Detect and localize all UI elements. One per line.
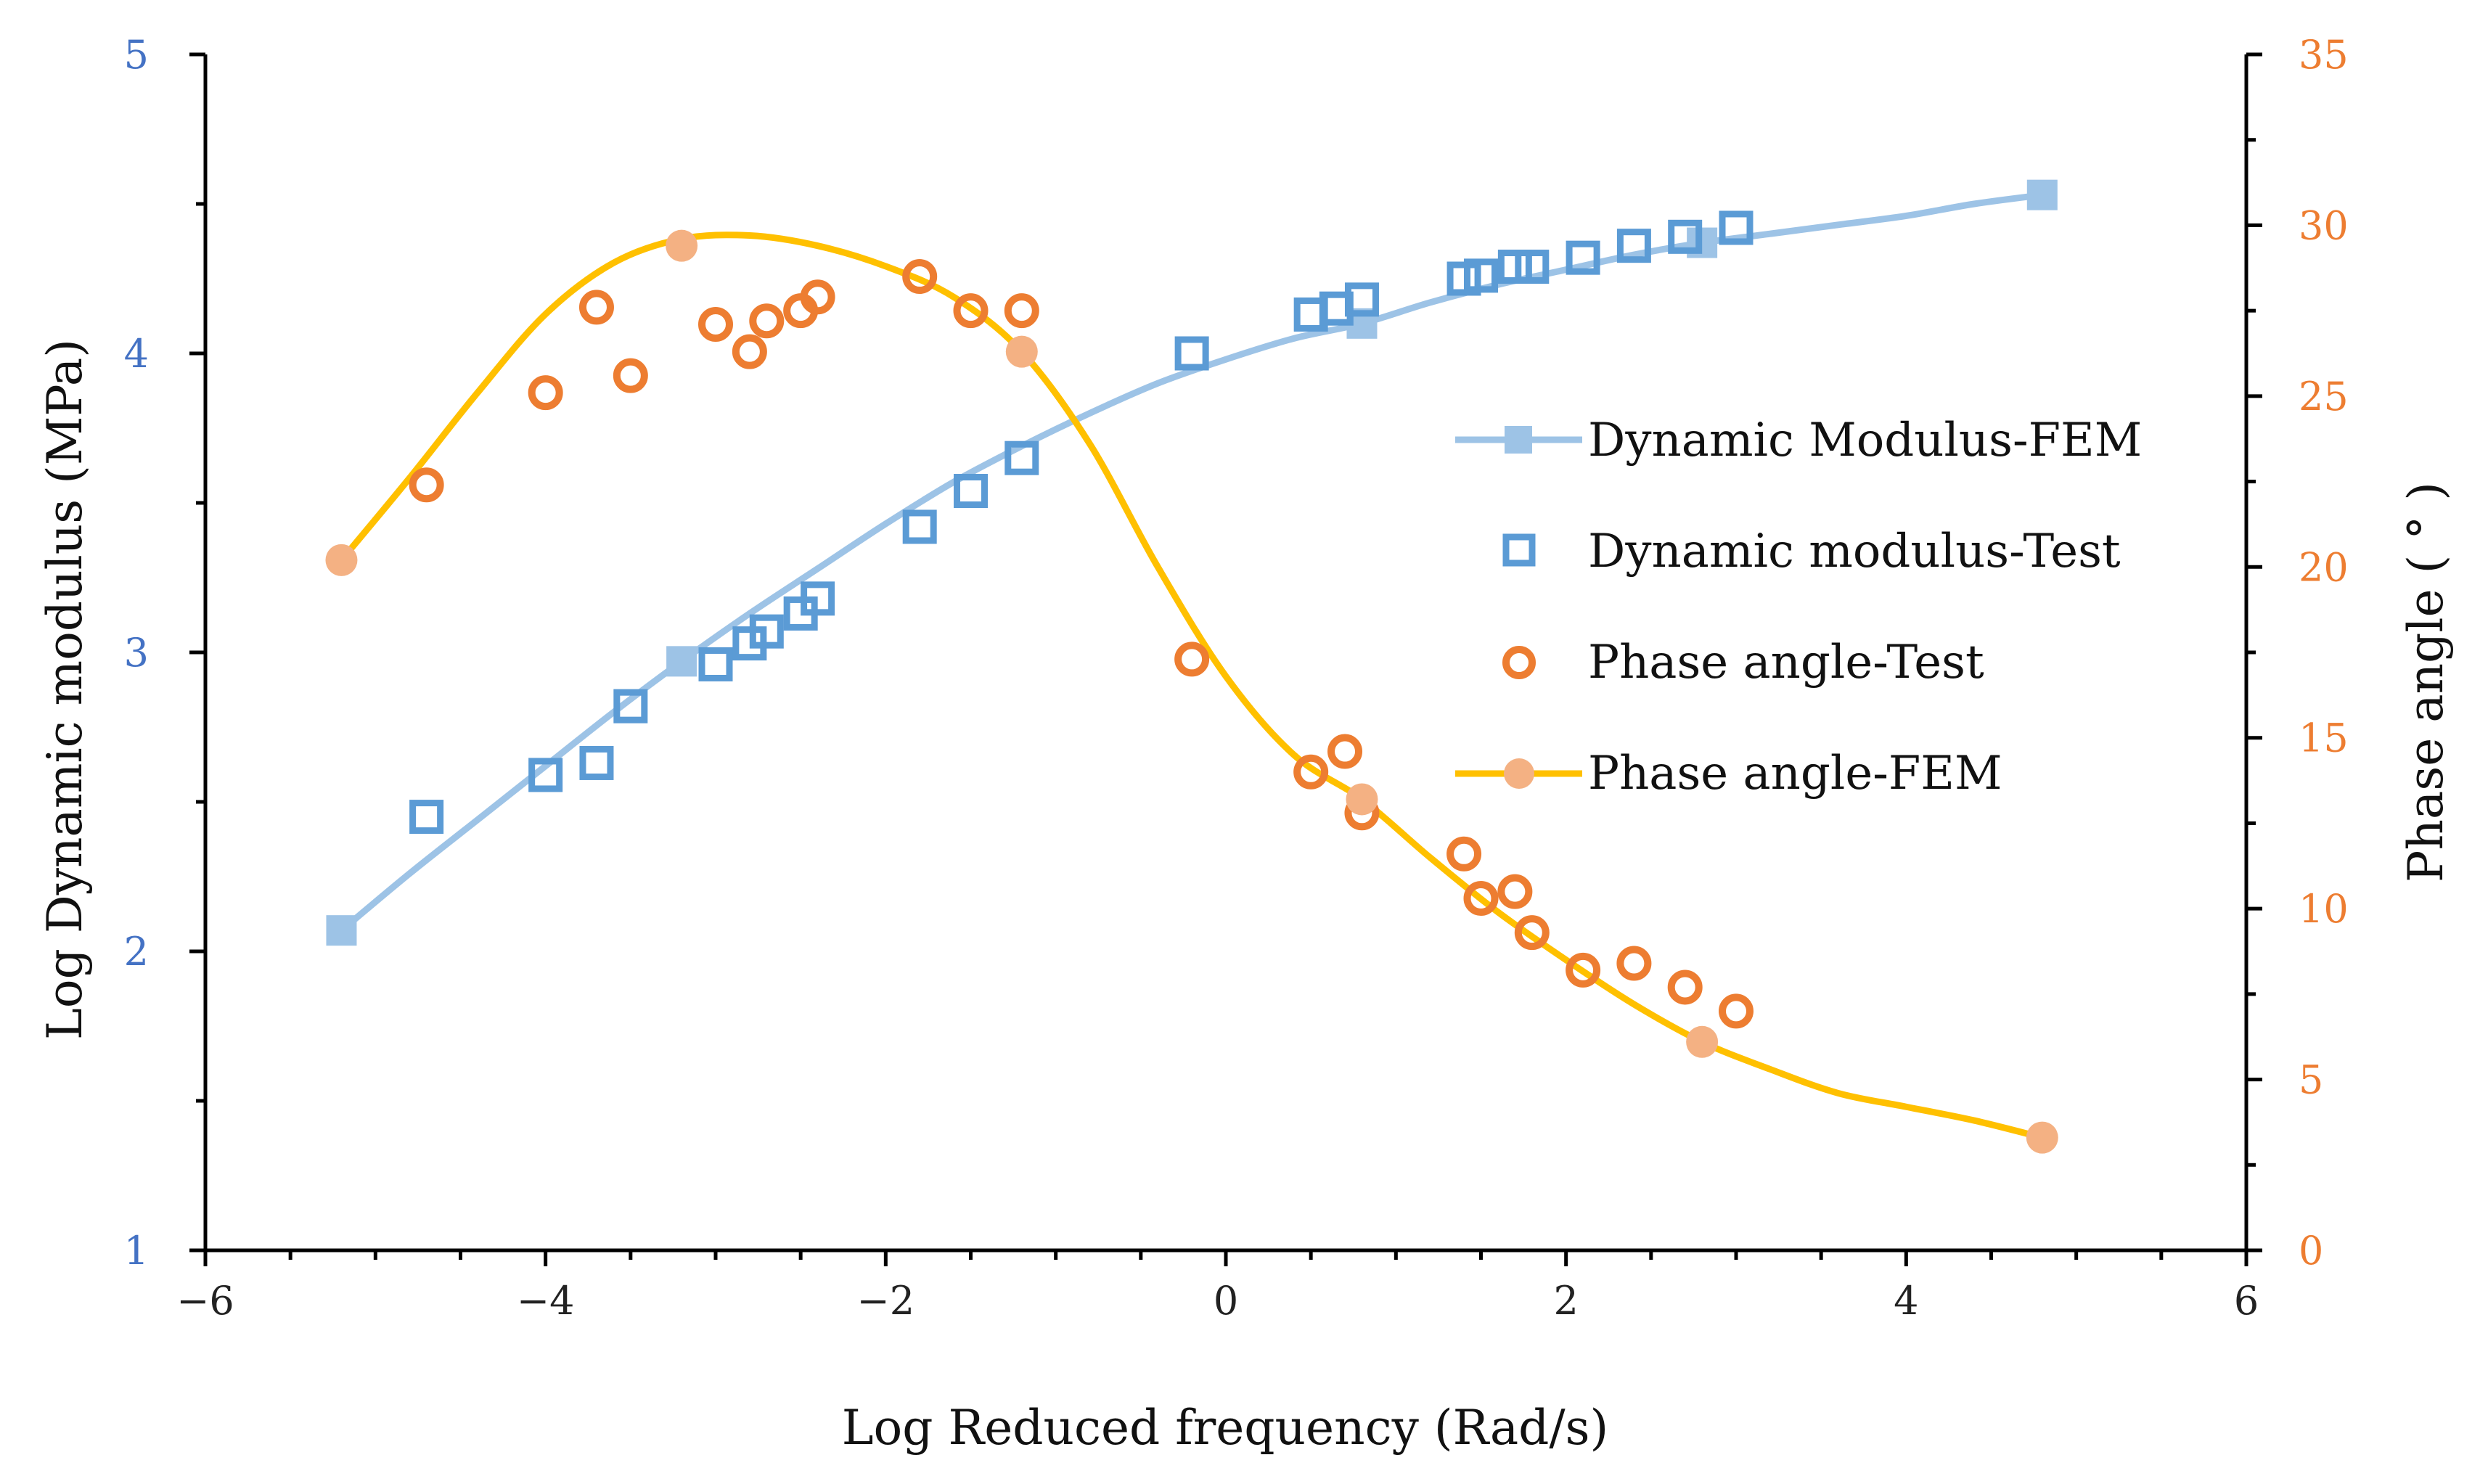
phase-test-point xyxy=(1667,969,1703,1005)
y2-tick-label: 5 xyxy=(2299,1057,2323,1103)
phase-test-point xyxy=(1327,734,1363,769)
x-tick-label: −6 xyxy=(176,1278,234,1324)
modulus-test-point xyxy=(613,689,648,723)
axes xyxy=(189,52,2262,1266)
y-tick-label: 5 xyxy=(124,32,149,78)
phase-test-point xyxy=(1463,881,1499,917)
y2-tick-label: 20 xyxy=(2299,544,2349,590)
legend-item-phase-test: Phase angle-Test xyxy=(1502,636,1984,689)
phase-test-point xyxy=(732,334,767,369)
legend-item-modulus-fem: Dynamic Modulus-FEM xyxy=(1455,414,2142,467)
modulus-fem-point xyxy=(2026,179,2058,210)
y2-tick-label: 15 xyxy=(2299,716,2349,761)
modulus-test-point xyxy=(528,758,563,792)
markers xyxy=(325,179,2058,1154)
modulus-test-point xyxy=(902,509,937,544)
modulus-test-point xyxy=(698,647,733,681)
phase-test-point xyxy=(613,358,648,393)
phase-test-point xyxy=(953,293,989,329)
x-axis-title: Log Reduced frequency (Rad/s) xyxy=(842,1400,1609,1456)
phase-test-point xyxy=(1514,915,1550,951)
modulus-test-point xyxy=(1004,440,1039,475)
modulus-test-point xyxy=(1344,282,1379,317)
phase-test-point xyxy=(749,303,785,339)
legend-marker-modulus-fem xyxy=(1505,426,1532,454)
legend: Dynamic Modulus-FEM Dynamic modulus-Test… xyxy=(1455,414,2142,800)
y-tick-label: 3 xyxy=(124,630,149,676)
y-axis-title: Log Dynamic modulus (MPa) xyxy=(37,339,93,1040)
y2-tick-label: 35 xyxy=(2299,32,2349,78)
phase-test-point xyxy=(409,467,444,503)
modulus-test-point xyxy=(1719,210,1754,245)
phase-test-point xyxy=(1497,874,1533,909)
y2-tick-label: 0 xyxy=(2299,1228,2323,1274)
modulus-test-point xyxy=(579,745,614,780)
phase-test-point xyxy=(902,259,938,295)
phase-test-point xyxy=(698,306,733,342)
y2-tick-label: 25 xyxy=(2299,374,2349,419)
y2-tick-label: 10 xyxy=(2299,886,2349,932)
y2-axis-title: Phase angle ( ° ) xyxy=(2398,482,2454,882)
phase-test-point xyxy=(1293,754,1329,790)
legend-item-modulus-test: Dynamic modulus-Test xyxy=(1502,525,2121,578)
legend-marker-phase-test xyxy=(1502,646,1536,679)
legend-marker-phase-fem xyxy=(1504,758,1534,789)
legend-label-modulus-test: Dynamic modulus-Test xyxy=(1588,525,2121,578)
modulus-test-point xyxy=(1566,240,1600,275)
phase-test-point xyxy=(1446,836,1482,872)
phase-test-point xyxy=(1174,641,1210,677)
phase-fem-point xyxy=(666,229,698,262)
modulus-fem-point xyxy=(326,915,357,946)
phase-test-point xyxy=(528,375,563,411)
modulus-test-point xyxy=(1668,219,1703,254)
y2-tick-label: 30 xyxy=(2299,202,2349,248)
y-tick-label: 4 xyxy=(124,331,149,377)
modulus-test-point xyxy=(1515,250,1550,284)
phase-test-point xyxy=(1566,952,1601,988)
phase-test-point xyxy=(800,279,835,315)
y-tick-label: 1 xyxy=(124,1228,149,1274)
phase-test-point xyxy=(1004,293,1039,329)
modulus-test-point xyxy=(801,581,835,616)
modulus-test-point xyxy=(409,800,444,835)
legend-marker-modulus-test xyxy=(1502,533,1536,567)
legend-item-phase-fem: Phase angle-FEM xyxy=(1455,747,2002,800)
modulus-fem-point xyxy=(666,646,697,677)
x-tick-label: −2 xyxy=(857,1278,915,1324)
phase-fem-point xyxy=(1686,1025,1719,1058)
modulus-test-point xyxy=(1616,229,1651,263)
phase-fem-point xyxy=(325,544,358,576)
phase-test-point xyxy=(1719,993,1754,1029)
phase-fem-line xyxy=(337,231,2046,1141)
modulus-test-point xyxy=(749,614,784,649)
legend-label-modulus-fem: Dynamic Modulus-FEM xyxy=(1588,414,2142,467)
legend-label-phase-fem: Phase angle-FEM xyxy=(1588,747,2002,800)
phase-test-point xyxy=(1616,946,1652,981)
modulus-test-point xyxy=(1174,336,1209,371)
tick-labels: −6 −4 −2 0 2 4 6 1 2 3 4 5 0 5 10 15 20 25 30 35 xyxy=(124,32,2349,1324)
legend-label-phase-test: Phase angle-Test xyxy=(1588,636,1984,689)
phase-fem-point xyxy=(1005,335,1038,368)
phase-fem-point xyxy=(2026,1121,2058,1154)
x-tick-label: −4 xyxy=(517,1278,575,1324)
y-tick-label: 2 xyxy=(124,929,149,975)
phase-fem-point xyxy=(1346,783,1378,816)
modulus-test-point xyxy=(954,474,988,509)
x-tick-label: 0 xyxy=(1214,1278,1238,1324)
phase-test-point xyxy=(578,290,614,325)
x-tick-label: 4 xyxy=(1894,1278,1918,1324)
x-tick-label: 2 xyxy=(1553,1278,1578,1324)
x-tick-label: 6 xyxy=(2234,1278,2259,1324)
modulus-test-point xyxy=(1464,258,1498,293)
